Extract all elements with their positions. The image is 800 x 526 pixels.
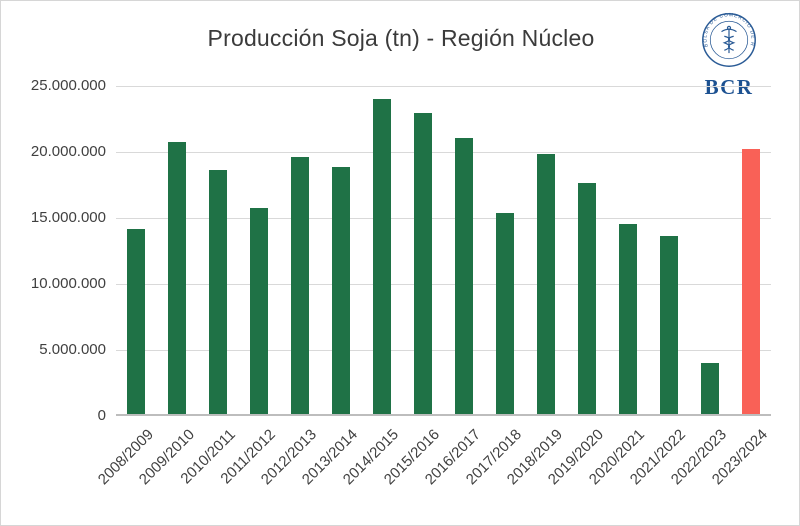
x-tick-label: 2023/2024 [649, 426, 770, 488]
y-tick-label: 5.000.000 [39, 341, 106, 358]
plot-area [116, 86, 771, 416]
bar-2023/2024 [741, 149, 760, 414]
bar-2017/2018 [495, 213, 514, 414]
bar-2010/2011 [209, 170, 228, 414]
bar-2022/2023 [700, 363, 719, 414]
bar-2011/2012 [250, 208, 269, 414]
y-tick-label: 15.000.000 [30, 209, 106, 226]
gridline [116, 152, 771, 153]
bar-2019/2020 [577, 183, 596, 414]
bar-2021/2022 [659, 236, 678, 414]
bar-2015/2016 [414, 113, 433, 414]
y-tick-label: 20.000.000 [30, 143, 106, 160]
y-tick-label: 0 [97, 407, 106, 424]
y-tick-label: 25.000.000 [30, 77, 106, 94]
bar-2020/2021 [618, 224, 637, 414]
gridline [116, 218, 771, 219]
bar-2008/2009 [127, 229, 146, 414]
bar-2018/2019 [536, 154, 555, 414]
bar-2016/2017 [454, 138, 473, 414]
gridline [116, 350, 771, 351]
gridline [116, 86, 771, 87]
bar-2014/2015 [373, 99, 392, 414]
bar-2012/2013 [291, 157, 310, 414]
bcr-logo-text: BCR [704, 75, 754, 99]
bcr-logo-emblem: BOLSA DE COMERCIO DE ROSARIO [698, 7, 756, 67]
x-tick-label-text: 2023/2024 [708, 426, 771, 489]
gridline [116, 284, 771, 285]
bcr-logo: BOLSA DE COMERCIO DE ROSARIO BCR [693, 7, 765, 100]
caduceus-icon [721, 25, 737, 54]
bar-2013/2014 [332, 167, 351, 414]
bar-2009/2010 [168, 142, 187, 414]
chart-title: Producción Soja (tn) - Región Núcleo [207, 25, 595, 51]
y-tick-label: 10.000.000 [30, 275, 106, 292]
